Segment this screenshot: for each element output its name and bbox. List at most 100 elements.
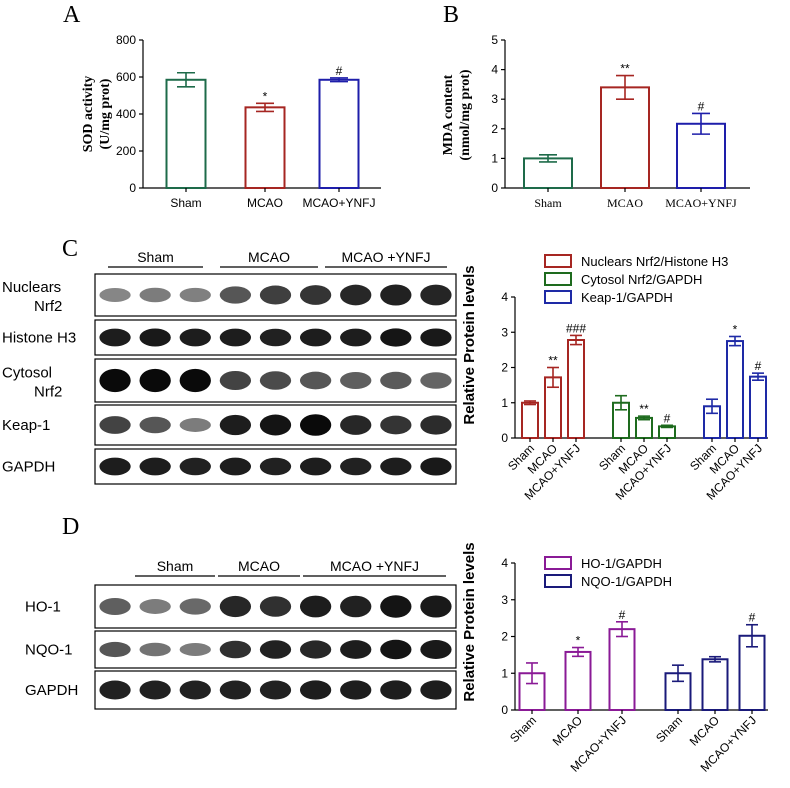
y-tick-label: 1: [501, 666, 508, 680]
y-tick-label: 5: [491, 33, 498, 47]
blot-band: [219, 414, 252, 436]
blot-band: [99, 288, 131, 302]
blot-row-label: Keap-1: [2, 417, 50, 434]
y-tick-label: 2: [501, 630, 508, 644]
blot-band: [259, 596, 292, 617]
blot-band: [259, 371, 292, 390]
bar: [564, 650, 592, 711]
y-tick-label: 4: [501, 290, 508, 304]
significance-label: *: [263, 89, 268, 103]
significance-label: ###: [566, 321, 586, 335]
legend-swatch: [544, 574, 572, 588]
blot-row-label: HO-1: [25, 599, 61, 616]
blot-band: [139, 368, 171, 393]
y-axis-label: SOD activity (U/mg prot): [81, 76, 113, 153]
significance-label: #: [664, 411, 671, 425]
blot-band: [299, 285, 332, 305]
blot-band: [259, 457, 292, 476]
blot-band: [420, 595, 452, 618]
blot-band: [139, 457, 171, 476]
blot-band: [99, 457, 131, 476]
y-tick-label: 3: [501, 325, 508, 339]
bar: [567, 339, 585, 440]
legend-swatch: [544, 272, 572, 286]
bar: [749, 375, 767, 440]
blot-band: [219, 595, 252, 618]
blot-group-label: MCAO +YNFJ: [341, 249, 430, 265]
blot-band: [380, 595, 412, 618]
blot-band: [299, 328, 332, 347]
blot-band: [179, 457, 211, 476]
bar: [600, 86, 650, 189]
blot-band: [340, 640, 372, 659]
blot-band: [139, 642, 171, 657]
blot-band: [179, 328, 211, 347]
significance-label: #: [619, 608, 626, 622]
y-tick-label: 1: [491, 151, 498, 165]
blot-band: [219, 457, 252, 476]
legend-swatch: [544, 556, 572, 570]
blot-band: [219, 286, 252, 304]
x-tick-label: Sham: [653, 713, 685, 745]
y-tick-label: 4: [501, 556, 508, 570]
x-tick-label: MCAO: [687, 713, 722, 748]
blot-band: [139, 599, 171, 614]
legend-label: Nuclears Nrf2/Histone H3: [581, 254, 728, 269]
y-tick-label: 3: [491, 92, 498, 106]
blot-group-label: MCAO: [238, 558, 280, 574]
y-tick-label: 0: [129, 181, 136, 195]
blot-row-label: GAPDH: [25, 682, 78, 699]
chart-d: 0 1 2 3 4 Relative Protein levels Sham * MCAO # MC…: [461, 542, 768, 775]
blot-band: [139, 287, 171, 303]
significance-label: #: [336, 64, 343, 78]
y-tick-label: 1: [501, 396, 508, 410]
blot-row-label-line: GAPDH: [25, 682, 78, 699]
blot-band: [420, 680, 452, 700]
blot-row-label-line: NQO-1: [25, 642, 73, 659]
legend-label: HO-1/GAPDH: [581, 556, 662, 571]
x-tick-label: MCAO: [550, 713, 585, 748]
y-axis-label-line: (nmol/mg prot): [458, 69, 473, 160]
blot-band: [299, 640, 332, 659]
panel-label-a: A: [63, 2, 81, 28]
chart-b: 0 1 2 3 4 5 MDA content (nmol/mg prot) Sham ** MCA…: [441, 33, 750, 210]
blot-band: [380, 639, 412, 660]
blot-row-label-line: Histone H3: [2, 330, 76, 347]
y-tick-label: 4: [491, 63, 498, 77]
x-tick-label: MCAO: [607, 196, 643, 210]
blot-band: [340, 328, 372, 347]
blot-band: [259, 640, 292, 659]
blot-band: [340, 284, 372, 306]
y-tick-label: 0: [501, 703, 508, 717]
blot-band: [179, 287, 211, 303]
blot-band: [99, 680, 131, 700]
y-axis-label-line: (U/mg prot): [98, 78, 113, 149]
blot-group-label: Sham: [157, 558, 194, 574]
blot-band: [380, 457, 412, 476]
bar: [635, 416, 653, 440]
blot-band: [380, 680, 412, 700]
significance-label: #: [749, 611, 756, 625]
blot-group-label: MCAO +YNFJ: [330, 558, 419, 574]
blot-band: [139, 680, 171, 700]
blot-band: [299, 371, 332, 390]
blot-band: [179, 680, 211, 700]
x-tick-label: MCAO+YNFJ: [665, 196, 737, 210]
blot-band: [99, 641, 131, 658]
blot-group-label: Sham: [137, 249, 174, 265]
blot-band: [420, 372, 452, 389]
bar: [521, 401, 539, 439]
blot-row-label-line: Nrf2: [34, 384, 62, 401]
blot-row-label: Cytosol Nrf2: [2, 365, 62, 401]
blot-band: [139, 328, 171, 347]
x-tick-label: MCAO: [247, 196, 283, 210]
blot-band: [380, 328, 412, 347]
significance-label: #: [755, 359, 762, 373]
blot-row-label-line: Nrf2: [34, 298, 62, 315]
blot-band: [420, 284, 452, 306]
significance-label: **: [639, 402, 649, 416]
western-blot-c: Sham MCAO MCAO +YNFJ Nuclears Nrf2 Histone H3…: [2, 249, 457, 485]
blot-band: [99, 597, 131, 616]
